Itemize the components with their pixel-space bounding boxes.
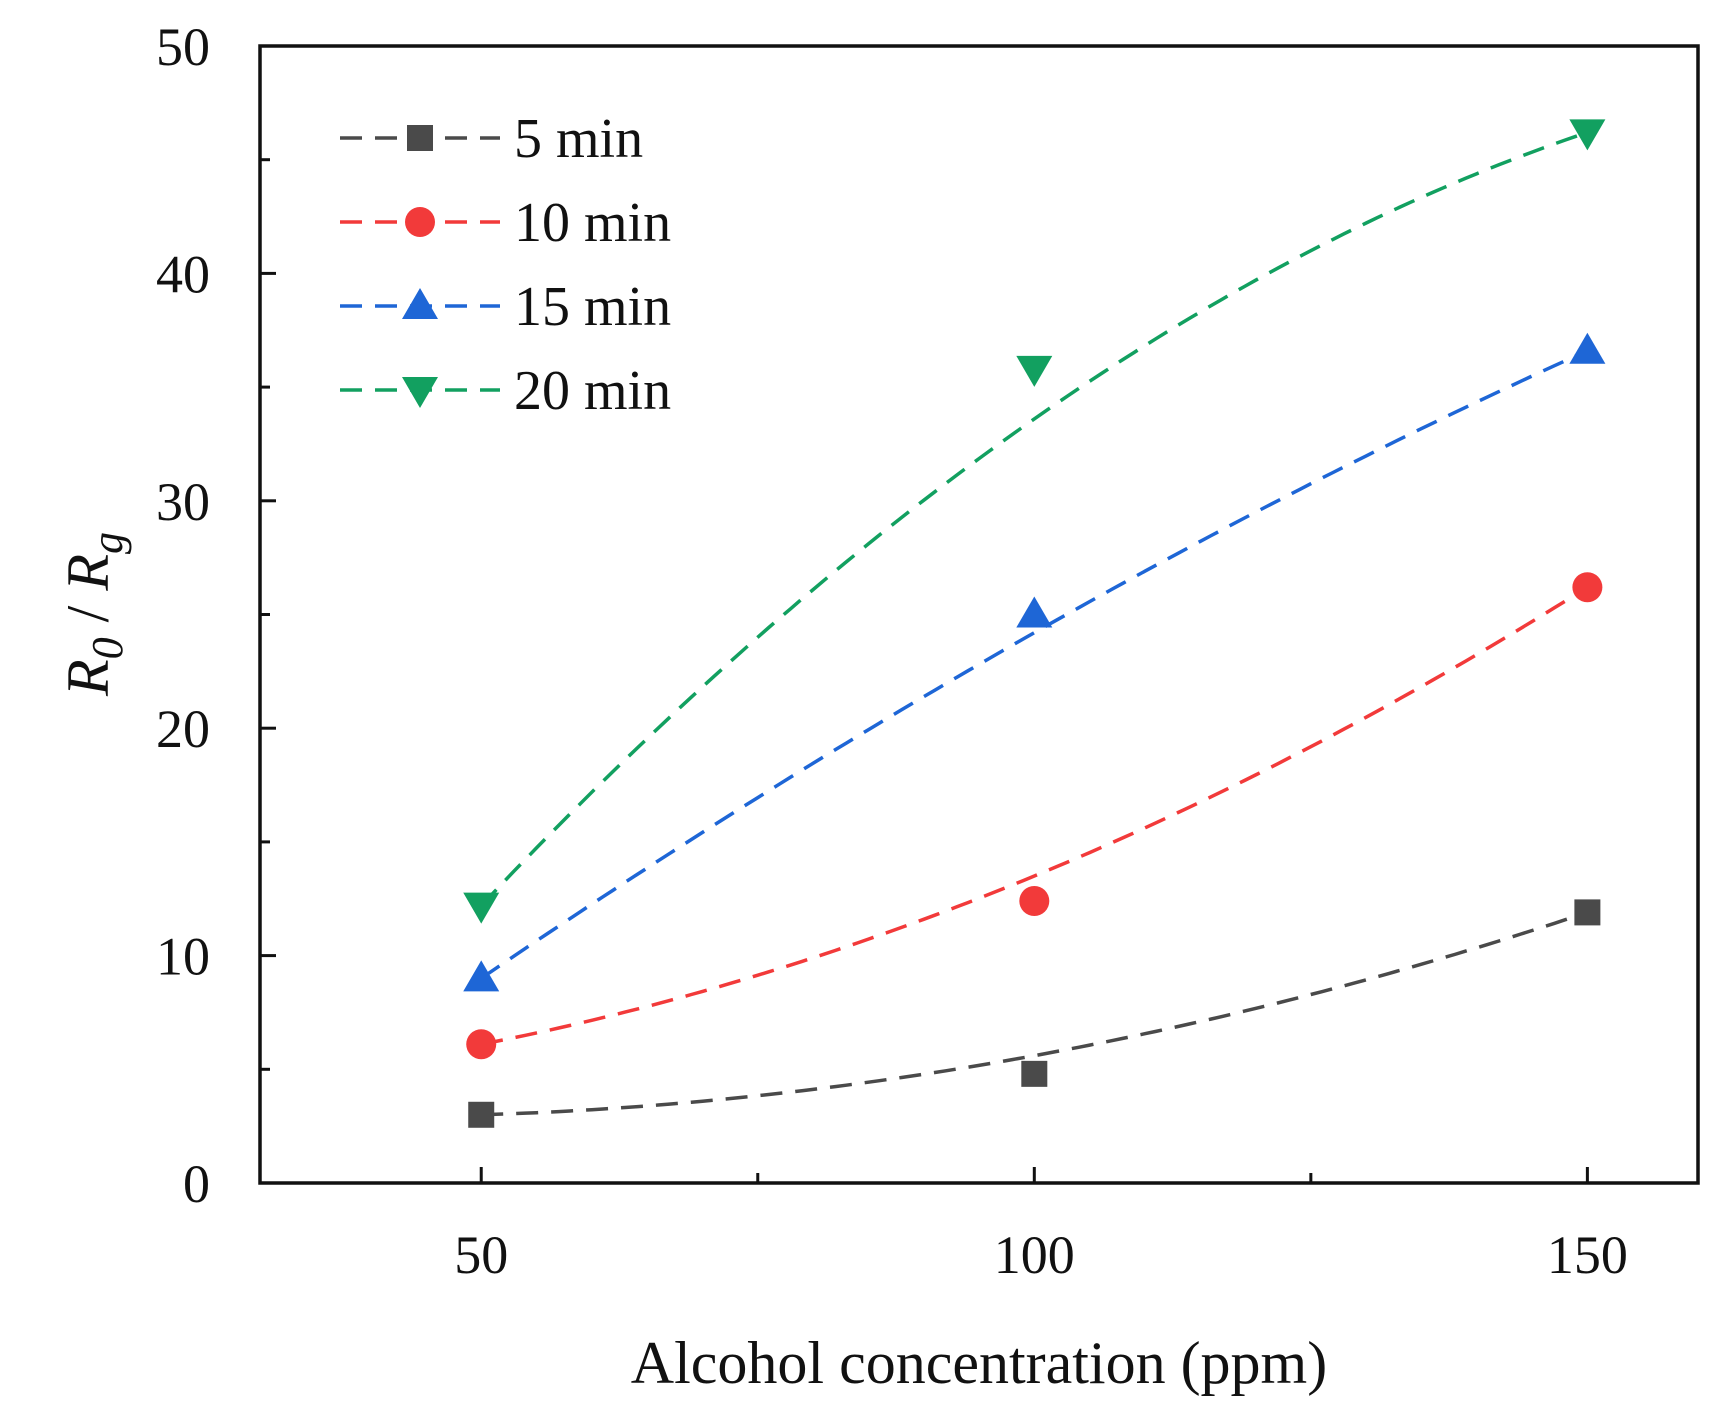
- y-tick-label: 20: [156, 699, 210, 759]
- y-tick-label: 30: [156, 472, 210, 532]
- legend-marker: [407, 125, 433, 151]
- data-point-10-min: [1572, 572, 1603, 603]
- legend-label: 15 min: [514, 276, 671, 338]
- data-point-20-min: [1569, 119, 1606, 151]
- y-tick-label: 10: [156, 927, 210, 987]
- data-point-20-min: [463, 892, 500, 924]
- fit-line-20-min: [479, 130, 1588, 907]
- y-axis-title-sub0: 0: [83, 637, 132, 659]
- y-tick-label: 40: [156, 244, 210, 304]
- y-tick-label: 50: [156, 17, 210, 77]
- y-axis-title: R0 / Rg: [55, 532, 132, 697]
- y-tick-label: 0: [183, 1154, 210, 1214]
- y-axis-title-subg: g: [83, 532, 132, 554]
- legend-marker: [405, 207, 435, 237]
- x-axis-title: Alcohol concentration (ppm): [631, 1330, 1327, 1396]
- fit-line-15-min: [480, 349, 1589, 980]
- data-point-15-min: [1016, 596, 1053, 628]
- data-point-5-min: [468, 1101, 495, 1128]
- data-markers: [463, 119, 1606, 1128]
- axis-ticks: 50 100 150 0 10 20 30 40 50: [156, 17, 1628, 1285]
- fit-line-5-min: [481, 910, 1588, 1117]
- legend-label: 5 min: [514, 108, 643, 170]
- data-point-10-min: [466, 1029, 497, 1060]
- legend-item: 20 min: [340, 360, 671, 422]
- fit-line-10-min: [480, 585, 1589, 1047]
- legend-label: 10 min: [514, 192, 671, 254]
- legend-item: 5 min: [340, 108, 643, 170]
- x-tick-label: 50: [454, 1225, 508, 1285]
- legend: 5 min 10 min 15 min 20 min: [340, 108, 671, 422]
- y-axis-title-slash: /: [55, 591, 121, 638]
- x-tick-label: 100: [994, 1225, 1075, 1285]
- data-point-10-min: [1019, 886, 1050, 917]
- legend-item: 10 min: [340, 192, 671, 254]
- y-axis-title-r0: R: [55, 659, 121, 697]
- data-point-5-min: [1574, 899, 1601, 926]
- y-axis-title-rg: R: [55, 554, 121, 592]
- data-point-15-min: [1569, 332, 1606, 364]
- legend-label: 20 min: [514, 360, 671, 422]
- data-point-20-min: [1016, 355, 1053, 387]
- data-point-15-min: [463, 960, 500, 992]
- fit-curves: [479, 130, 1589, 1117]
- x-tick-label: 150: [1547, 1225, 1628, 1285]
- data-point-5-min: [1021, 1060, 1048, 1087]
- legend-marker: [402, 288, 438, 319]
- legend-item: 15 min: [340, 276, 671, 338]
- plot-frame: [258, 44, 1700, 1185]
- legend-marker: [402, 377, 438, 408]
